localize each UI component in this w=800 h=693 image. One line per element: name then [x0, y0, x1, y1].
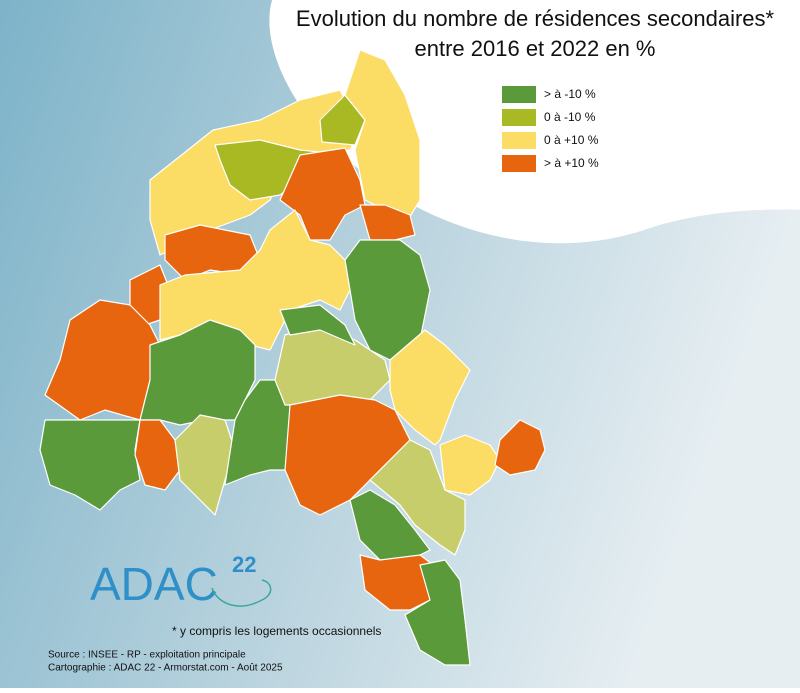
legend-label: > à -10 % — [544, 87, 596, 101]
logo-text: ADAC — [90, 558, 218, 610]
legend: > à -10 % 0 à -10 % 0 à +10 % > à +10 % — [502, 86, 599, 172]
legend-label: > à +10 % — [544, 156, 599, 170]
region — [494, 419, 546, 476]
title: Evolution du nombre de résidences second… — [296, 6, 775, 31]
source: Source : INSEE - RP - exploitation princ… — [48, 650, 246, 661]
region — [404, 559, 471, 666]
region — [389, 329, 471, 446]
region — [349, 489, 431, 561]
region — [439, 434, 501, 496]
region — [369, 439, 466, 556]
region — [39, 419, 141, 511]
legend-swatch — [502, 109, 536, 126]
logo-shape — [211, 579, 272, 607]
title: entre 2016 et 2022 en % — [415, 36, 656, 61]
region — [344, 49, 421, 226]
region — [319, 94, 366, 146]
footnote: * y compris les logements occasionnels — [172, 624, 381, 638]
map — [39, 49, 546, 666]
source: Cartographie : ADAC 22 - Armorstat.com -… — [48, 663, 283, 674]
legend-label: 0 à -10 % — [544, 110, 596, 124]
region — [279, 147, 366, 241]
region — [279, 304, 356, 346]
legend-label: 0 à +10 % — [544, 133, 599, 147]
logo-number: 22 — [232, 552, 256, 577]
region — [174, 414, 236, 516]
legend-swatch — [502, 132, 536, 149]
region — [134, 419, 181, 491]
legend-swatch — [502, 86, 536, 103]
legend-swatch — [502, 155, 536, 172]
